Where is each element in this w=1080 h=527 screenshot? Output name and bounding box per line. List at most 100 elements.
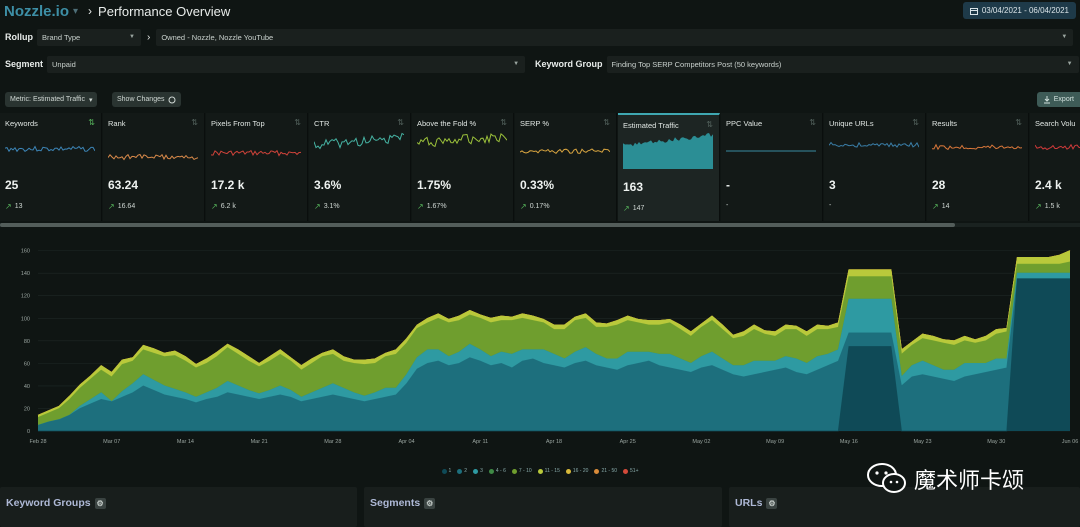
- nozzle-logo[interactable]: Nozzle.io: [4, 2, 70, 20]
- chevron-down-icon: ▼: [513, 61, 520, 67]
- sort-icon[interactable]: ⇅: [88, 118, 95, 127]
- legend-label: 11 - 15: [544, 468, 560, 474]
- metric-card[interactable]: Unique URLs ⇅ 3 -: [824, 113, 926, 221]
- export-button[interactable]: Export: [1036, 92, 1080, 107]
- trend-up-icon: ↗: [108, 202, 115, 211]
- sparkline-line: [211, 149, 301, 157]
- y-tick-label: 140: [21, 271, 30, 277]
- metric-card[interactable]: PPC Value ⇅ - -: [721, 113, 823, 221]
- trend-up-icon: ↗: [520, 202, 527, 211]
- metric-card[interactable]: SERP % ⇅ 0.33% ↗ 0.17%: [515, 113, 617, 221]
- legend-item[interactable]: 1: [441, 465, 451, 477]
- sort-icon[interactable]: ⇅: [294, 118, 301, 127]
- metric-title: CTR: [314, 119, 330, 128]
- metric-value: 25: [5, 178, 19, 192]
- metrics-scrollbar[interactable]: [0, 223, 1080, 227]
- legend-dot-icon: [594, 468, 600, 474]
- segment-select[interactable]: Unpaid ▼: [47, 55, 526, 73]
- sparkline-line: [5, 145, 95, 153]
- calendar-icon: [969, 7, 978, 15]
- metric-change-value: 16.64: [117, 203, 136, 210]
- legend-dot-icon: [441, 468, 447, 474]
- metric-value: 1.75%: [417, 178, 452, 192]
- watermark: 魔术师卡颂: [866, 461, 1024, 497]
- x-tick-label: Apr 04: [398, 439, 414, 445]
- series-line-11-15: [37, 250, 1071, 416]
- metric-card[interactable]: Above the Fold % ⇅ 1.75% ↗ 1.67%: [412, 113, 514, 221]
- metric-change-value: 6.2 k: [220, 203, 236, 210]
- legend-item[interactable]: 51+: [623, 465, 639, 477]
- legend-label: 4 - 6: [495, 468, 506, 474]
- keyword-groups-panel: Keyword Groups ⚙: [0, 487, 357, 527]
- metric-change: -: [726, 202, 728, 209]
- toggle-circle-icon: [168, 96, 176, 103]
- gear-icon[interactable]: ⚙: [94, 497, 106, 509]
- date-range-picker[interactable]: 03/04/2021 - 06/04/2021: [962, 2, 1076, 19]
- keyword-group-select[interactable]: Finding Top SERP Competitors Post (50 ke…: [606, 55, 1079, 73]
- metric-card[interactable]: Keywords ⇅ 25 ↗ 13: [0, 113, 102, 221]
- sort-icon[interactable]: ⇅: [603, 118, 610, 127]
- legend-label: 51+: [630, 468, 639, 474]
- sparkline: [314, 132, 404, 150]
- metric-card[interactable]: Estimated Traffic ⇅ 163 ↗ 147: [618, 113, 720, 221]
- metric-change-value: -: [726, 202, 729, 209]
- sparkline-line: [520, 148, 610, 154]
- legend-item[interactable]: 11 - 15: [537, 465, 560, 477]
- metric-title: Keywords: [5, 119, 38, 128]
- legend-dot-icon: [488, 468, 494, 474]
- legend-item[interactable]: 16 - 20: [565, 465, 588, 477]
- sort-icon[interactable]: ⇅: [809, 118, 816, 127]
- sort-icon[interactable]: ⇅: [500, 118, 507, 127]
- urls-panel: URLs ⚙: [729, 487, 1080, 527]
- sparkline: [520, 148, 610, 154]
- metric-card[interactable]: Search Volu⇅2.4 k↗1.5 k: [1030, 113, 1080, 221]
- legend-item[interactable]: 7 - 10: [511, 465, 532, 477]
- show-changes-button[interactable]: Show Changes: [112, 92, 182, 107]
- sparkline-line: [417, 133, 507, 148]
- metric-card[interactable]: Results ⇅ 28 ↗ 14: [927, 113, 1029, 221]
- chevron-down-icon[interactable]: ▾: [73, 5, 79, 17]
- sparkline: [829, 141, 919, 148]
- metric-title: Above the Fold %: [417, 119, 477, 128]
- metric-value: 17.2 k: [211, 178, 245, 192]
- metric-value: 163: [623, 180, 644, 194]
- keyword-groups-title: Keyword Groups: [6, 497, 91, 509]
- x-tick-label: May 16: [840, 439, 858, 445]
- x-tick-label: Mar 28: [324, 439, 341, 445]
- metric-title: Results: [932, 119, 958, 128]
- sort-icon[interactable]: ⇅: [191, 118, 198, 127]
- x-tick-label: Mar 21: [251, 439, 268, 445]
- metric-change-value: 0.17%: [529, 203, 550, 210]
- sparkline-line: [829, 141, 919, 148]
- sort-icon[interactable]: ⇅: [397, 118, 404, 127]
- sort-icon[interactable]: ⇅: [912, 118, 919, 127]
- gear-icon[interactable]: ⚙: [424, 497, 436, 509]
- y-tick-label: 20: [24, 406, 30, 412]
- rollup-select[interactable]: Brand Type ▼: [37, 28, 141, 46]
- metric-change: -: [829, 202, 831, 209]
- x-tick-label: May 09: [766, 439, 784, 445]
- legend-item[interactable]: 4 - 6: [488, 465, 506, 477]
- legend-item[interactable]: 3: [473, 465, 483, 477]
- y-tick-label: 40: [24, 384, 30, 390]
- metric-card[interactable]: CTR ⇅ 3.6% ↗ 3.1%: [309, 113, 411, 221]
- y-tick-label: 160: [21, 249, 30, 255]
- series-area-2[interactable]: [38, 278, 1070, 431]
- series-line-3: [37, 272, 1070, 426]
- metric-value: 2.4 k: [1035, 178, 1062, 192]
- gear-icon[interactable]: ⚙: [766, 497, 778, 509]
- metric-card[interactable]: Rank ⇅ 63.24 ↗ 16.64: [103, 113, 205, 221]
- rollup-scope-select[interactable]: Owned - Nozzle, Nozzle YouTube ▼: [156, 28, 1074, 46]
- legend-item[interactable]: 2: [457, 465, 467, 477]
- sort-icon[interactable]: ⇅: [706, 120, 713, 129]
- sort-icon[interactable]: ⇅: [1015, 118, 1022, 127]
- scrollbar-thumb[interactable]: [0, 223, 955, 227]
- series-area-1[interactable]: [38, 278, 1070, 431]
- metric-card[interactable]: Pixels From Top ⇅ 17.2 k ↗ 6.2 k: [206, 113, 308, 221]
- segments-panel: Segments ⚙: [364, 487, 722, 527]
- metric-dropdown[interactable]: Metric: Estimated Traffic ▾: [5, 92, 98, 107]
- x-tick-label: Apr 18: [546, 439, 562, 445]
- metric-change: ↗ 13: [5, 202, 23, 211]
- legend-item[interactable]: 21 - 50: [594, 465, 617, 477]
